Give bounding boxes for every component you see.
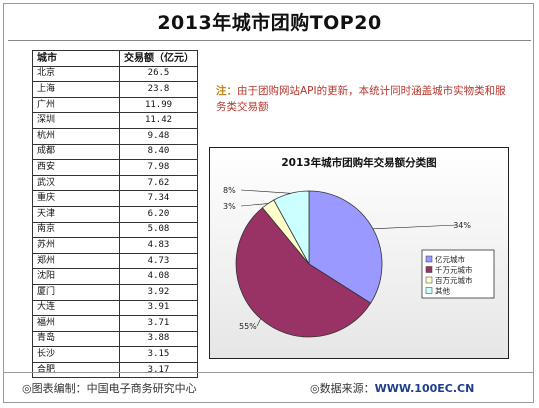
cell-value: 11.99 (119, 96, 198, 114)
page-title: 2013年城市团购TOP20 (157, 12, 382, 34)
table-row: 长沙 3.15 (32, 346, 198, 363)
header-city: 城市 (32, 50, 120, 67)
table-row: 重庆 7.34 (32, 190, 198, 207)
page-frame (3, 3, 534, 403)
note: 注：由于团购网站API的更新，本统计同时涵盖城市实物类和服务类交易额 (216, 83, 516, 115)
table-row: 合肥 3.17 (32, 361, 198, 379)
table-row: 杭州 9.48 (32, 127, 198, 145)
cell-city: 合肥 (32, 361, 120, 379)
cell-value: 8.40 (119, 143, 198, 161)
table-row: 武汉 7.62 (32, 174, 198, 192)
cell-city: 重庆 (32, 190, 120, 207)
cell-city: 大连 (32, 299, 120, 317)
table-row: 天津 6.20 (32, 205, 198, 223)
table-row: 郑州 4.73 (32, 252, 198, 270)
cell-value: 7.98 (119, 159, 198, 176)
note-label: 注： (216, 85, 237, 97)
cell-value: 3.91 (119, 299, 198, 317)
cell-city: 长沙 (32, 346, 120, 363)
legend-entry: 其他 (435, 286, 450, 296)
cell-city: 沈阳 (32, 268, 120, 285)
cell-city: 杭州 (32, 127, 120, 145)
cell-value: 7.34 (119, 190, 198, 207)
legend-entry: 千万元城市 (435, 265, 473, 275)
cell-value: 6.20 (119, 205, 198, 223)
cell-city: 深圳 (32, 112, 120, 129)
legend-swatch (425, 287, 433, 294)
legend-swatch (425, 266, 433, 273)
cell-value: 3.15 (119, 346, 198, 363)
pie-chart: 2013年城市团购年交易额分类图 34% 55% 3% 8% 亿元城市千万元城市百万元… (209, 147, 509, 359)
cell-value: 4.73 (119, 252, 198, 270)
table-row: 苏州 4.83 (32, 237, 198, 254)
cell-value: 23.8 (119, 81, 198, 98)
cell-value: 5.08 (119, 221, 198, 239)
cell-city: 武汉 (32, 174, 120, 192)
footer-source-site[interactable]: WWW.100EC.CN (374, 382, 475, 395)
cell-city: 福州 (32, 315, 120, 332)
cell-city: 苏州 (32, 237, 120, 254)
table-row: 福州 3.71 (32, 315, 198, 332)
cell-city: 北京 (32, 65, 120, 83)
cell-city: 南京 (32, 221, 120, 239)
cell-city: 天津 (32, 205, 120, 223)
table-row: 成都 8.40 (32, 143, 198, 161)
table-row: 上海 23.8 (32, 81, 198, 98)
slice-leader-line (256, 318, 261, 327)
cell-city: 西安 (32, 159, 120, 176)
cell-value: 11.42 (119, 112, 198, 129)
pie-slice (308, 190, 383, 304)
pie-slice (235, 207, 372, 338)
table-header-row: 城市 交易额（亿元） (32, 50, 198, 67)
slice-leader-line (372, 224, 458, 230)
cell-value: 7.62 (119, 174, 198, 192)
cell-value: 3.88 (119, 330, 198, 348)
cell-value: 9.48 (119, 127, 198, 145)
table-row: 深圳 11.42 (32, 112, 198, 129)
legend-swatch (425, 255, 433, 263)
header-value: 交易额（亿元） (119, 50, 198, 67)
pie-slice (273, 190, 310, 265)
cell-city: 厦门 (32, 283, 120, 301)
footer-credit: ◎图表编制：中国电子商务研究中心 (22, 382, 197, 395)
slice-label: 34% (453, 221, 471, 230)
slice-leader-line (240, 189, 291, 194)
footer-source-label: ◎数据来源： (310, 382, 375, 395)
title-divider (8, 40, 531, 41)
table-row: 沈阳 4.08 (32, 268, 198, 285)
cell-city: 郑州 (32, 252, 120, 270)
slice-leader-line (240, 203, 269, 207)
city-ranking-table: 城市 交易额（亿元） 北京 26.5 上海 23.8 广州 11.99 深圳 11.42 杭州 9… (32, 50, 198, 379)
table-row: 广州 11.99 (32, 96, 198, 114)
legend-entry: 百万元城市 (435, 275, 473, 285)
legend-box (421, 249, 495, 299)
cell-value: 4.83 (119, 237, 198, 254)
chart-title: 2013年城市团购年交易额分类图 (281, 156, 436, 169)
table-row: 大连 3.91 (32, 299, 198, 317)
slice-label: 8% (223, 186, 236, 195)
cell-city: 成都 (32, 143, 120, 161)
legend-swatch (425, 276, 433, 284)
slice-label: 3% (223, 202, 236, 211)
pie-chart-container: 2013年城市团购年交易额分类图 34% 55% 3% 8% 亿元城市 千万元城市 百万元… (209, 147, 509, 359)
table-row: 南京 5.08 (32, 221, 198, 239)
cell-city: 上海 (32, 81, 120, 98)
table-row: 厦门 3.92 (32, 283, 198, 301)
legend-entry: 亿元城市 (435, 254, 465, 264)
cell-value: 4.08 (119, 268, 198, 285)
note-text: 由于团购网站API的更新，本统计同时涵盖城市实物类和服务类交易额 (216, 85, 506, 113)
cell-value: 3.92 (119, 283, 198, 301)
cell-value: 26.5 (119, 65, 198, 83)
cell-value: 3.71 (119, 315, 198, 332)
table-row: 西安 7.98 (32, 159, 198, 176)
slice-label: 55% (239, 322, 257, 331)
cell-city: 广州 (32, 96, 120, 114)
cell-value: 3.17 (119, 361, 198, 379)
cell-city: 青岛 (32, 330, 120, 348)
table-row: 北京 26.5 (32, 65, 198, 83)
footer-source: ◎数据来源：WWW.100EC.CN (310, 380, 474, 396)
table-row: 青岛 3.88 (32, 330, 198, 348)
footer-bar (3, 372, 534, 403)
